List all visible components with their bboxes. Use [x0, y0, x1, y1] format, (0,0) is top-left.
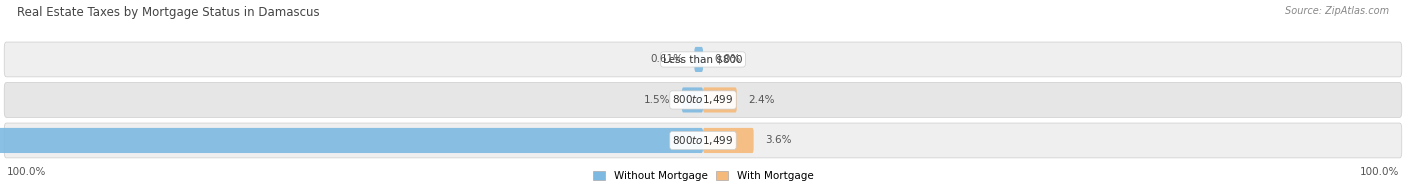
Text: 3.6%: 3.6% — [765, 135, 792, 145]
Text: $800 to $1,499: $800 to $1,499 — [672, 134, 734, 147]
Text: 100.0%: 100.0% — [1360, 167, 1399, 178]
Text: 0.0%: 0.0% — [714, 54, 741, 64]
FancyBboxPatch shape — [695, 47, 703, 72]
Text: 100.0%: 100.0% — [7, 167, 46, 178]
FancyBboxPatch shape — [703, 87, 737, 113]
FancyBboxPatch shape — [4, 123, 1402, 158]
Text: 0.61%: 0.61% — [650, 54, 683, 64]
FancyBboxPatch shape — [703, 128, 754, 153]
Legend: Without Mortgage, With Mortgage: Without Mortgage, With Mortgage — [589, 167, 817, 186]
FancyBboxPatch shape — [4, 42, 1402, 77]
FancyBboxPatch shape — [4, 83, 1402, 117]
Text: Less than $800: Less than $800 — [664, 54, 742, 64]
Text: Real Estate Taxes by Mortgage Status in Damascus: Real Estate Taxes by Mortgage Status in … — [17, 6, 319, 19]
Text: 2.4%: 2.4% — [748, 95, 775, 105]
Text: Source: ZipAtlas.com: Source: ZipAtlas.com — [1285, 6, 1389, 16]
FancyBboxPatch shape — [0, 128, 703, 153]
Text: 1.5%: 1.5% — [644, 95, 671, 105]
FancyBboxPatch shape — [682, 87, 703, 113]
Text: $800 to $1,499: $800 to $1,499 — [672, 93, 734, 106]
